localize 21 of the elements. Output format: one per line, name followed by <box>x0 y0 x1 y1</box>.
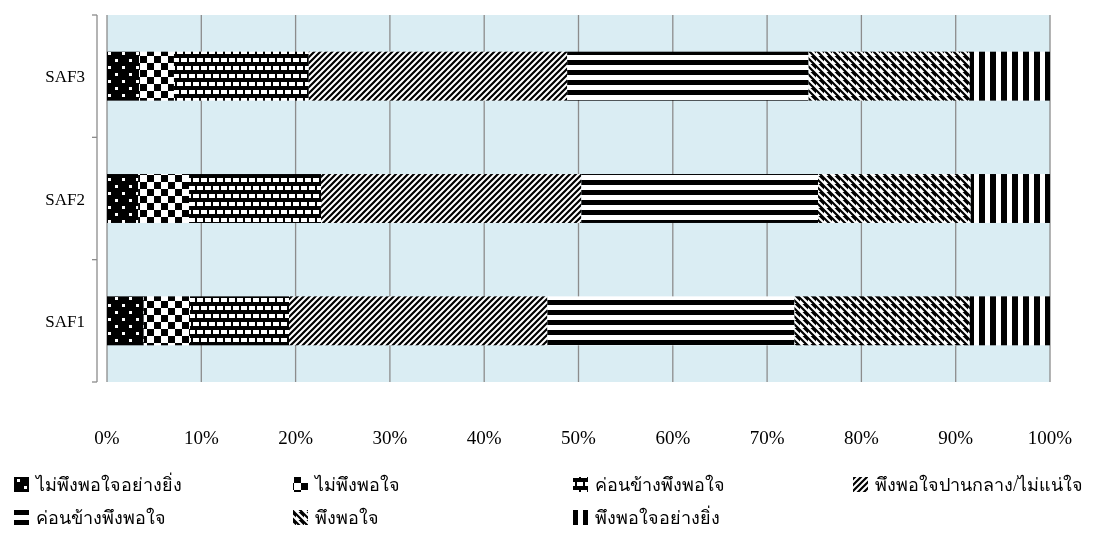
legend-label: ค่อนข้างพึงพอใจ <box>595 474 725 495</box>
legend-label: ค่อนข้างพึงพอใจ <box>36 507 166 528</box>
x-tick-label: 20% <box>278 427 314 448</box>
x-tick-label: 90% <box>938 427 974 448</box>
x-tick-label: 0% <box>94 427 120 448</box>
x-tick-label: 30% <box>372 427 408 448</box>
x-tick-label: 10% <box>183 427 219 448</box>
y-tick-label: SAF1 <box>45 311 85 331</box>
legend-label: พึงพอใจ <box>315 507 379 528</box>
x-tick-label: 80% <box>843 427 879 448</box>
x-tick-label: 50% <box>561 427 597 448</box>
legend-label: ไม่พึงพอใจ <box>313 474 400 495</box>
y-tick-label: SAF2 <box>45 189 85 209</box>
legend-label: พึงพอใจอย่างยิ่ง <box>595 505 720 528</box>
x-tick-label: 100% <box>1027 427 1073 448</box>
x-tick-label: 60% <box>655 427 691 448</box>
legend-label: พึงพอใจปานกลาง/ไม่แน่ใจ <box>875 474 1084 495</box>
x-tick-label: 70% <box>749 427 785 448</box>
legend-label: ไม่พึงพอใจอย่างยิ่ง <box>34 472 182 495</box>
x-tick-label: 40% <box>466 427 502 448</box>
y-tick-label: SAF3 <box>45 67 85 87</box>
